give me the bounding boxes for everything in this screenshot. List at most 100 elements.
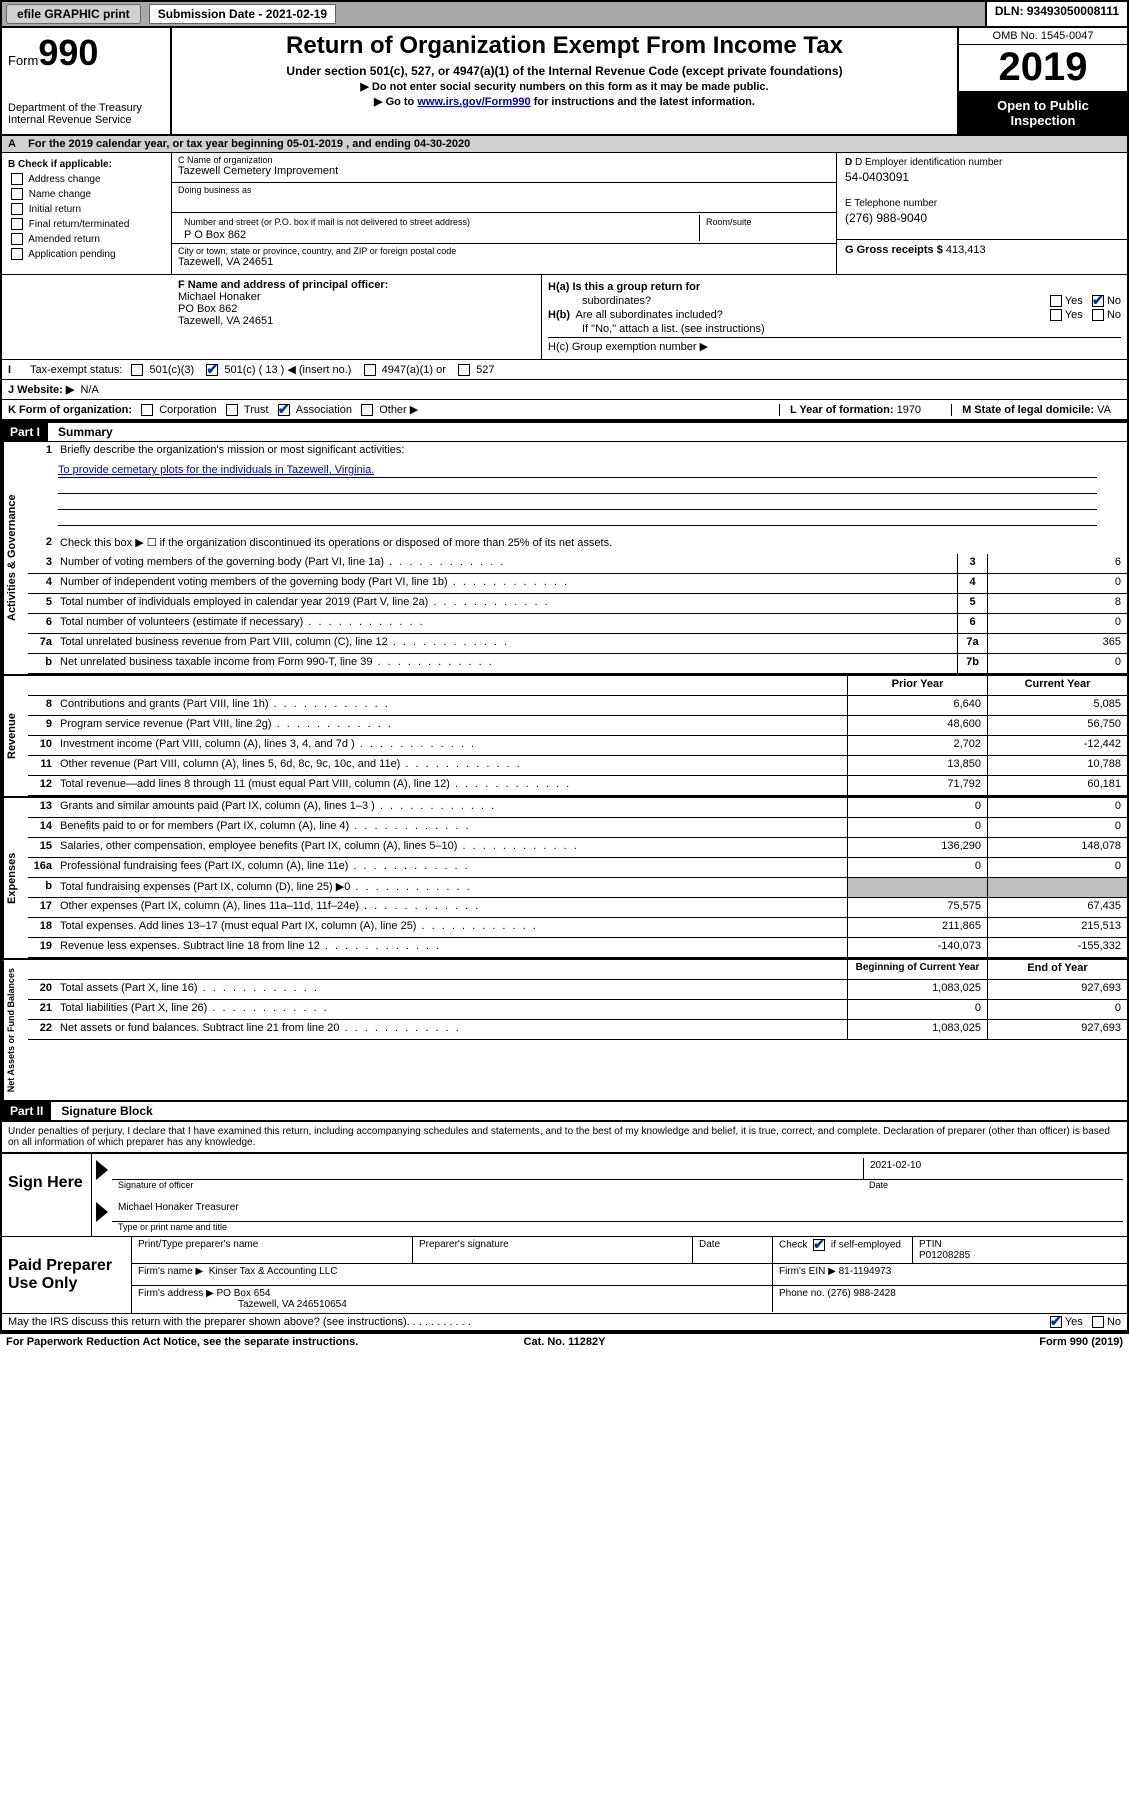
irs-label: Internal Revenue Service: [8, 114, 164, 126]
sub3-post: for instructions and the latest informat…: [531, 96, 755, 108]
line-18: 18Total expenses. Add lines 13–17 (must …: [28, 918, 1127, 938]
sub3-pre: ▶ Go to: [374, 96, 417, 108]
bcd-block: B Check if applicable: Address change Na…: [2, 153, 1127, 275]
chk-final-return[interactable]: [11, 218, 23, 230]
k-label: K Form of organization:: [8, 404, 132, 416]
dept-treasury: Department of the Treasury: [8, 102, 164, 114]
chk-initial-return[interactable]: [11, 203, 23, 215]
activities-governance: Activities & Governance 1 Briefly descri…: [2, 442, 1127, 674]
addr-label: Number and street (or P.O. box if mail i…: [178, 215, 699, 229]
hc-line: H(c) Group exemption number ▶: [548, 337, 1121, 353]
penalty-statement: Under penalties of perjury, I declare th…: [2, 1121, 1127, 1152]
line-15: 15Salaries, other compensation, employee…: [28, 838, 1127, 858]
print-name-label: Type or print name and title: [112, 1222, 1123, 1232]
ein-label: D Employer identification number: [855, 157, 1002, 168]
chk-trust[interactable]: [226, 404, 238, 416]
chk-application-pending[interactable]: [11, 248, 23, 260]
gross-label: G Gross receipts $: [845, 244, 946, 256]
i-label: Tax-exempt status:: [30, 364, 122, 376]
vlabel-gov: Activities & Governance: [2, 442, 28, 674]
topbar: efile GRAPHIC print Submission Date - 20…: [2, 2, 1127, 28]
chk-name-change[interactable]: [11, 188, 23, 200]
line1-desc: Briefly describe the organization's miss…: [56, 442, 1127, 462]
line-9: 9Program service revenue (Part VIII, lin…: [28, 716, 1127, 736]
phone-block: E Telephone number (276) 988-9040: [845, 198, 1119, 225]
year-formation: 1970: [897, 404, 921, 416]
sig-officer-label: Signature of officer: [112, 1180, 863, 1190]
open-public-badge: Open to PublicInspection: [959, 92, 1127, 134]
chk-other[interactable]: [361, 404, 373, 416]
b-label: B Check if applicable:: [8, 159, 112, 170]
chk-4947[interactable]: [364, 364, 376, 376]
hdr-current-year: Current Year: [987, 676, 1127, 695]
header-left: Form990 Department of the Treasury Inter…: [2, 28, 172, 134]
chk-527[interactable]: [458, 364, 470, 376]
vlabel-net: Net Assets or Fund Balances: [2, 960, 28, 1100]
header-center: Return of Organization Exempt From Incom…: [172, 28, 957, 134]
firm-addr1: PO Box 654: [217, 1288, 271, 1299]
dln: DLN: 93493050008111: [985, 2, 1127, 26]
prep-self-emp: Check if self-employed: [772, 1237, 912, 1263]
line-20: 20Total assets (Part X, line 16)1,083,02…: [28, 980, 1127, 1000]
section-a-calendar: A For the 2019 calendar year, or tax yea…: [2, 136, 1127, 153]
officer-addr1: PO Box 862: [178, 303, 237, 315]
hb-note: If "No," attach a list. (see instruction…: [582, 323, 1121, 335]
state-domicile: VA: [1097, 404, 1111, 416]
paperwork-footer: For Paperwork Reduction Act Notice, see …: [0, 1332, 1129, 1350]
chk-assoc[interactable]: [278, 404, 290, 416]
phone-label: E Telephone number: [845, 198, 1119, 209]
prep-date-hdr: Date: [692, 1237, 772, 1263]
j-label: J Website: ▶: [8, 383, 74, 396]
form-number: Form990: [8, 32, 164, 74]
org-name: Tazewell Cemetery Improvement: [178, 165, 830, 177]
line-19: 19Revenue less expenses. Subtract line 1…: [28, 938, 1127, 958]
chk-501c3[interactable]: [131, 364, 143, 376]
chk-corp[interactable]: [141, 404, 153, 416]
discuss-yes[interactable]: [1050, 1316, 1062, 1328]
f-label: F Name and address of principal officer:: [178, 279, 388, 291]
chk-amended-return[interactable]: [11, 233, 23, 245]
paid-preparer-block: Paid Preparer Use Only Print/Type prepar…: [2, 1236, 1127, 1313]
ha-no[interactable]: [1092, 295, 1104, 307]
vlabel-exp: Expenses: [2, 798, 28, 958]
gov-line-6: 6Total number of volunteers (estimate if…: [28, 614, 1127, 634]
hb-line: H(b) Are all subordinates included? Yes …: [548, 309, 1121, 321]
header-right: OMB No. 1545-0047 2019 Open to PublicIns…: [957, 28, 1127, 134]
sign-here-label: Sign Here: [2, 1154, 92, 1236]
j-row: J Website: ▶ N/A: [2, 380, 1127, 400]
form-990-page: efile GRAPHIC print Submission Date - 20…: [0, 0, 1129, 1332]
form-word: Form: [8, 53, 38, 68]
discuss-no[interactable]: [1092, 1316, 1104, 1328]
line-12: 12Total revenue—add lines 8 through 11 (…: [28, 776, 1127, 796]
paid-preparer-label: Paid Preparer Use Only: [2, 1237, 132, 1313]
c-addr-block: Number and street (or P.O. box if mail i…: [172, 213, 836, 244]
officer-print-name: Michael Honaker Treasurer: [112, 1200, 1123, 1221]
submission-date: Submission Date - 2021-02-19: [149, 4, 336, 24]
h-column: H(a) Is this a group return for subordin…: [542, 275, 1127, 359]
gov-line-7a: 7aTotal unrelated business revenue from …: [28, 634, 1127, 654]
hb-yes[interactable]: [1050, 309, 1062, 321]
line-21: 21Total liabilities (Part X, line 26)00: [28, 1000, 1127, 1020]
phone-value: (276) 988-9040: [845, 211, 1119, 225]
chk-address-change[interactable]: [11, 173, 23, 185]
chk-self-employed[interactable]: [813, 1239, 825, 1251]
subtitle-1: Under section 501(c), 527, or 4947(a)(1)…: [180, 64, 949, 78]
chk-501c[interactable]: [206, 364, 218, 376]
form990-link[interactable]: www.irs.gov/Form990: [417, 96, 530, 108]
line-b: bTotal fundraising expenses (Part IX, co…: [28, 878, 1127, 898]
arrow-icon: [96, 1160, 108, 1180]
c-dba-block: Doing business as: [172, 183, 836, 213]
line-22: 22Net assets or fund balances. Subtract …: [28, 1020, 1127, 1040]
firm-addr2: Tazewell, VA 246510654: [238, 1299, 347, 1310]
ha-yes[interactable]: [1050, 295, 1062, 307]
line-14: 14Benefits paid to or for members (Part …: [28, 818, 1127, 838]
ha-line: H(a) Is this a group return for: [548, 281, 1121, 293]
hb-no[interactable]: [1092, 309, 1104, 321]
efile-print-button[interactable]: efile GRAPHIC print: [6, 4, 141, 24]
line-8: 8Contributions and grants (Part VIII, li…: [28, 696, 1127, 716]
prep-sig-hdr: Preparer's signature: [412, 1237, 692, 1263]
ein-value: 54-0403091: [845, 170, 1119, 184]
dba-label: Doing business as: [178, 185, 830, 195]
hdr-end-year: End of Year: [987, 960, 1127, 979]
mission-blank3: [58, 512, 1097, 526]
